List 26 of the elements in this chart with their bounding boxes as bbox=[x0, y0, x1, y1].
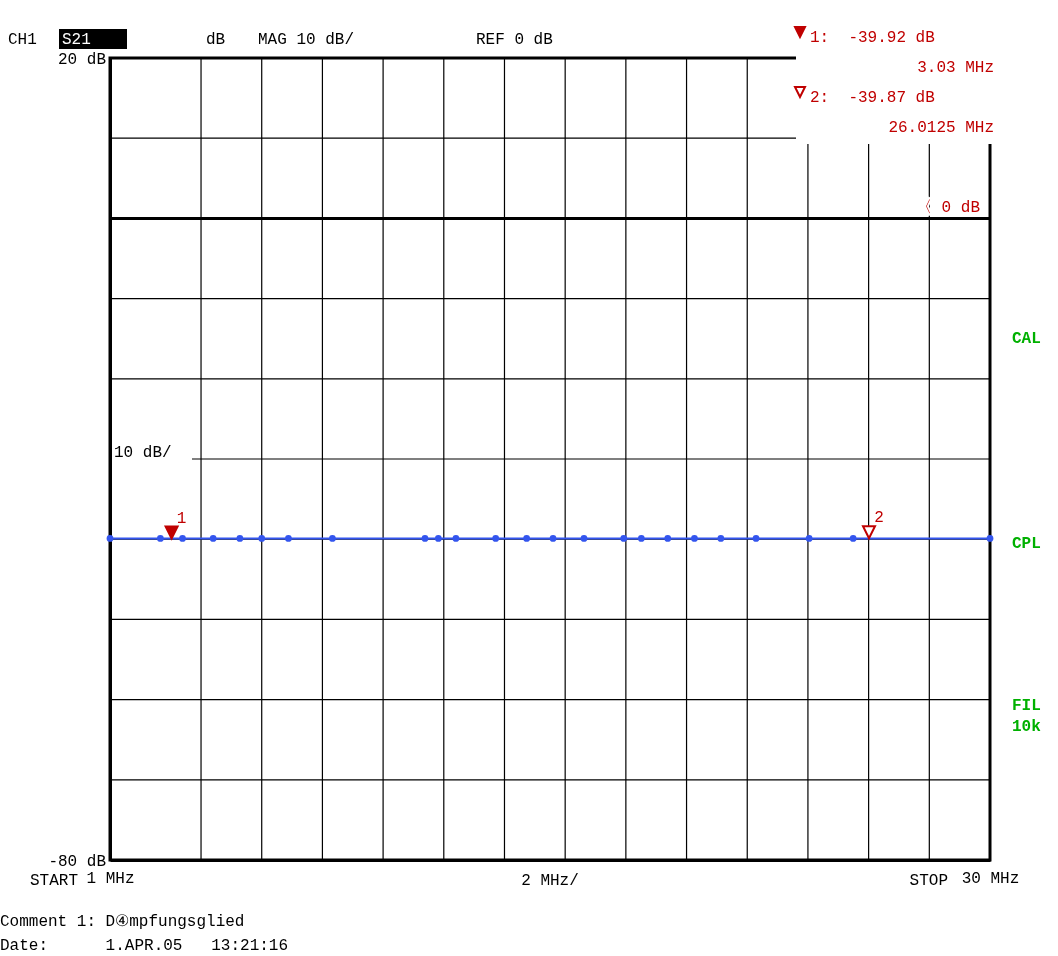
text: Date: 1.APR.05 13:21:16 bbox=[0, 937, 289, 955]
text: MAG 10 dB/ bbox=[258, 31, 355, 49]
annotation: 3.03 MHz bbox=[917, 59, 994, 77]
text: S21 bbox=[62, 31, 91, 49]
text: STOP bbox=[909, 872, 948, 890]
annotation: 2 bbox=[874, 509, 884, 528]
x-tick-label: 1 MHz bbox=[86, 870, 135, 889]
text: CH1 bbox=[8, 31, 37, 49]
text: CPL bbox=[1012, 535, 1041, 553]
text: CAL bbox=[1012, 330, 1041, 348]
y-tick-label: 20 dB bbox=[57, 50, 106, 69]
text: dB bbox=[206, 31, 226, 49]
annotation: 2: -39.87 dB bbox=[810, 89, 935, 107]
text: 10k bbox=[1012, 718, 1042, 736]
text: FIL bbox=[1012, 697, 1041, 715]
text: 1: -39.92 dB bbox=[810, 29, 935, 47]
y-tick-label: -80 dB bbox=[48, 852, 106, 871]
text: START bbox=[29, 872, 78, 890]
x-tick-label: 30 MHz bbox=[961, 870, 1020, 889]
annotation: 10 dB/ bbox=[114, 444, 172, 462]
text: REF 0 dB bbox=[476, 31, 553, 49]
x-axis-title: 2 MHz/ bbox=[521, 872, 579, 890]
text: Comment 1: D④mpfungsglied bbox=[0, 913, 245, 931]
annotation: 26.0125 MHz bbox=[888, 119, 994, 137]
annotation: 1 bbox=[176, 509, 187, 528]
ref-line-label: 〈 0 dB bbox=[915, 199, 980, 218]
